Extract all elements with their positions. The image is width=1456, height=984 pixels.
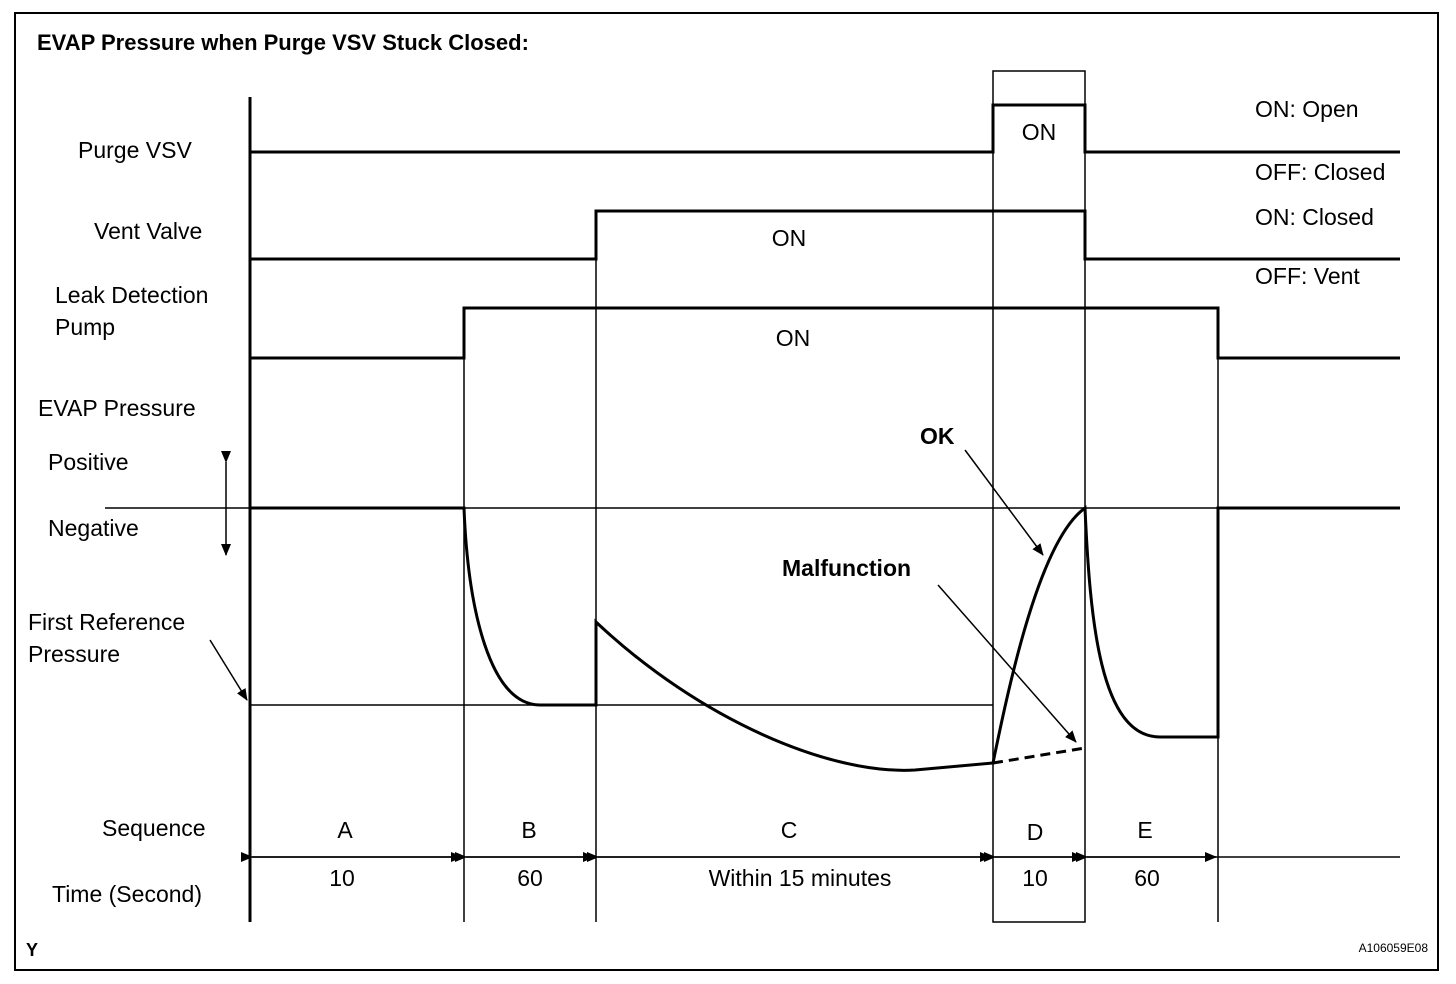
on-label: ON xyxy=(772,225,807,251)
step-name: D xyxy=(1027,819,1044,845)
step-time: Within 15 minutes xyxy=(709,865,892,891)
note: ON: Closed xyxy=(1255,204,1374,230)
frame xyxy=(14,12,1439,971)
step-time: 10 xyxy=(1022,865,1048,891)
row-label: Purge VSV xyxy=(78,137,192,163)
note: OFF: Closed xyxy=(1255,159,1385,185)
step-time: 60 xyxy=(1134,865,1160,891)
title: EVAP Pressure when Purge VSV Stuck Close… xyxy=(37,30,529,55)
step-name: C xyxy=(781,817,798,843)
ok-label: OK xyxy=(920,423,955,449)
axis-label: Negative xyxy=(48,515,139,541)
reference-label: First Reference xyxy=(28,609,185,635)
time-label: Time (Second) xyxy=(52,881,202,907)
labels: Purge VSV Vent Valve Leak Detection Pump… xyxy=(26,96,1428,960)
axis-label: Positive xyxy=(48,449,129,475)
grid-lines xyxy=(105,70,1400,923)
step-time: 60 xyxy=(517,865,543,891)
on-label: ON xyxy=(776,325,811,351)
footer-right: A106059E08 xyxy=(1359,941,1429,955)
note: ON: Open xyxy=(1255,96,1359,122)
step-time: 10 xyxy=(329,865,355,891)
malfunction-label: Malfunction xyxy=(782,555,911,581)
reference-label: Pressure xyxy=(28,641,120,667)
arrows xyxy=(209,449,1217,862)
row-label: Leak Detection xyxy=(55,282,208,308)
signal-traces xyxy=(250,103,1400,772)
on-label: ON xyxy=(1022,119,1057,145)
row-label: Vent Valve xyxy=(94,218,202,244)
step-name: A xyxy=(337,817,353,843)
note: OFF: Vent xyxy=(1255,263,1360,289)
sequence-label: Sequence xyxy=(102,815,206,841)
row-label: EVAP Pressure xyxy=(38,395,196,421)
step-name: E xyxy=(1137,817,1152,843)
step-name: B xyxy=(521,817,536,843)
row-label: Pump xyxy=(55,314,115,340)
footer-left: Y xyxy=(26,940,38,960)
